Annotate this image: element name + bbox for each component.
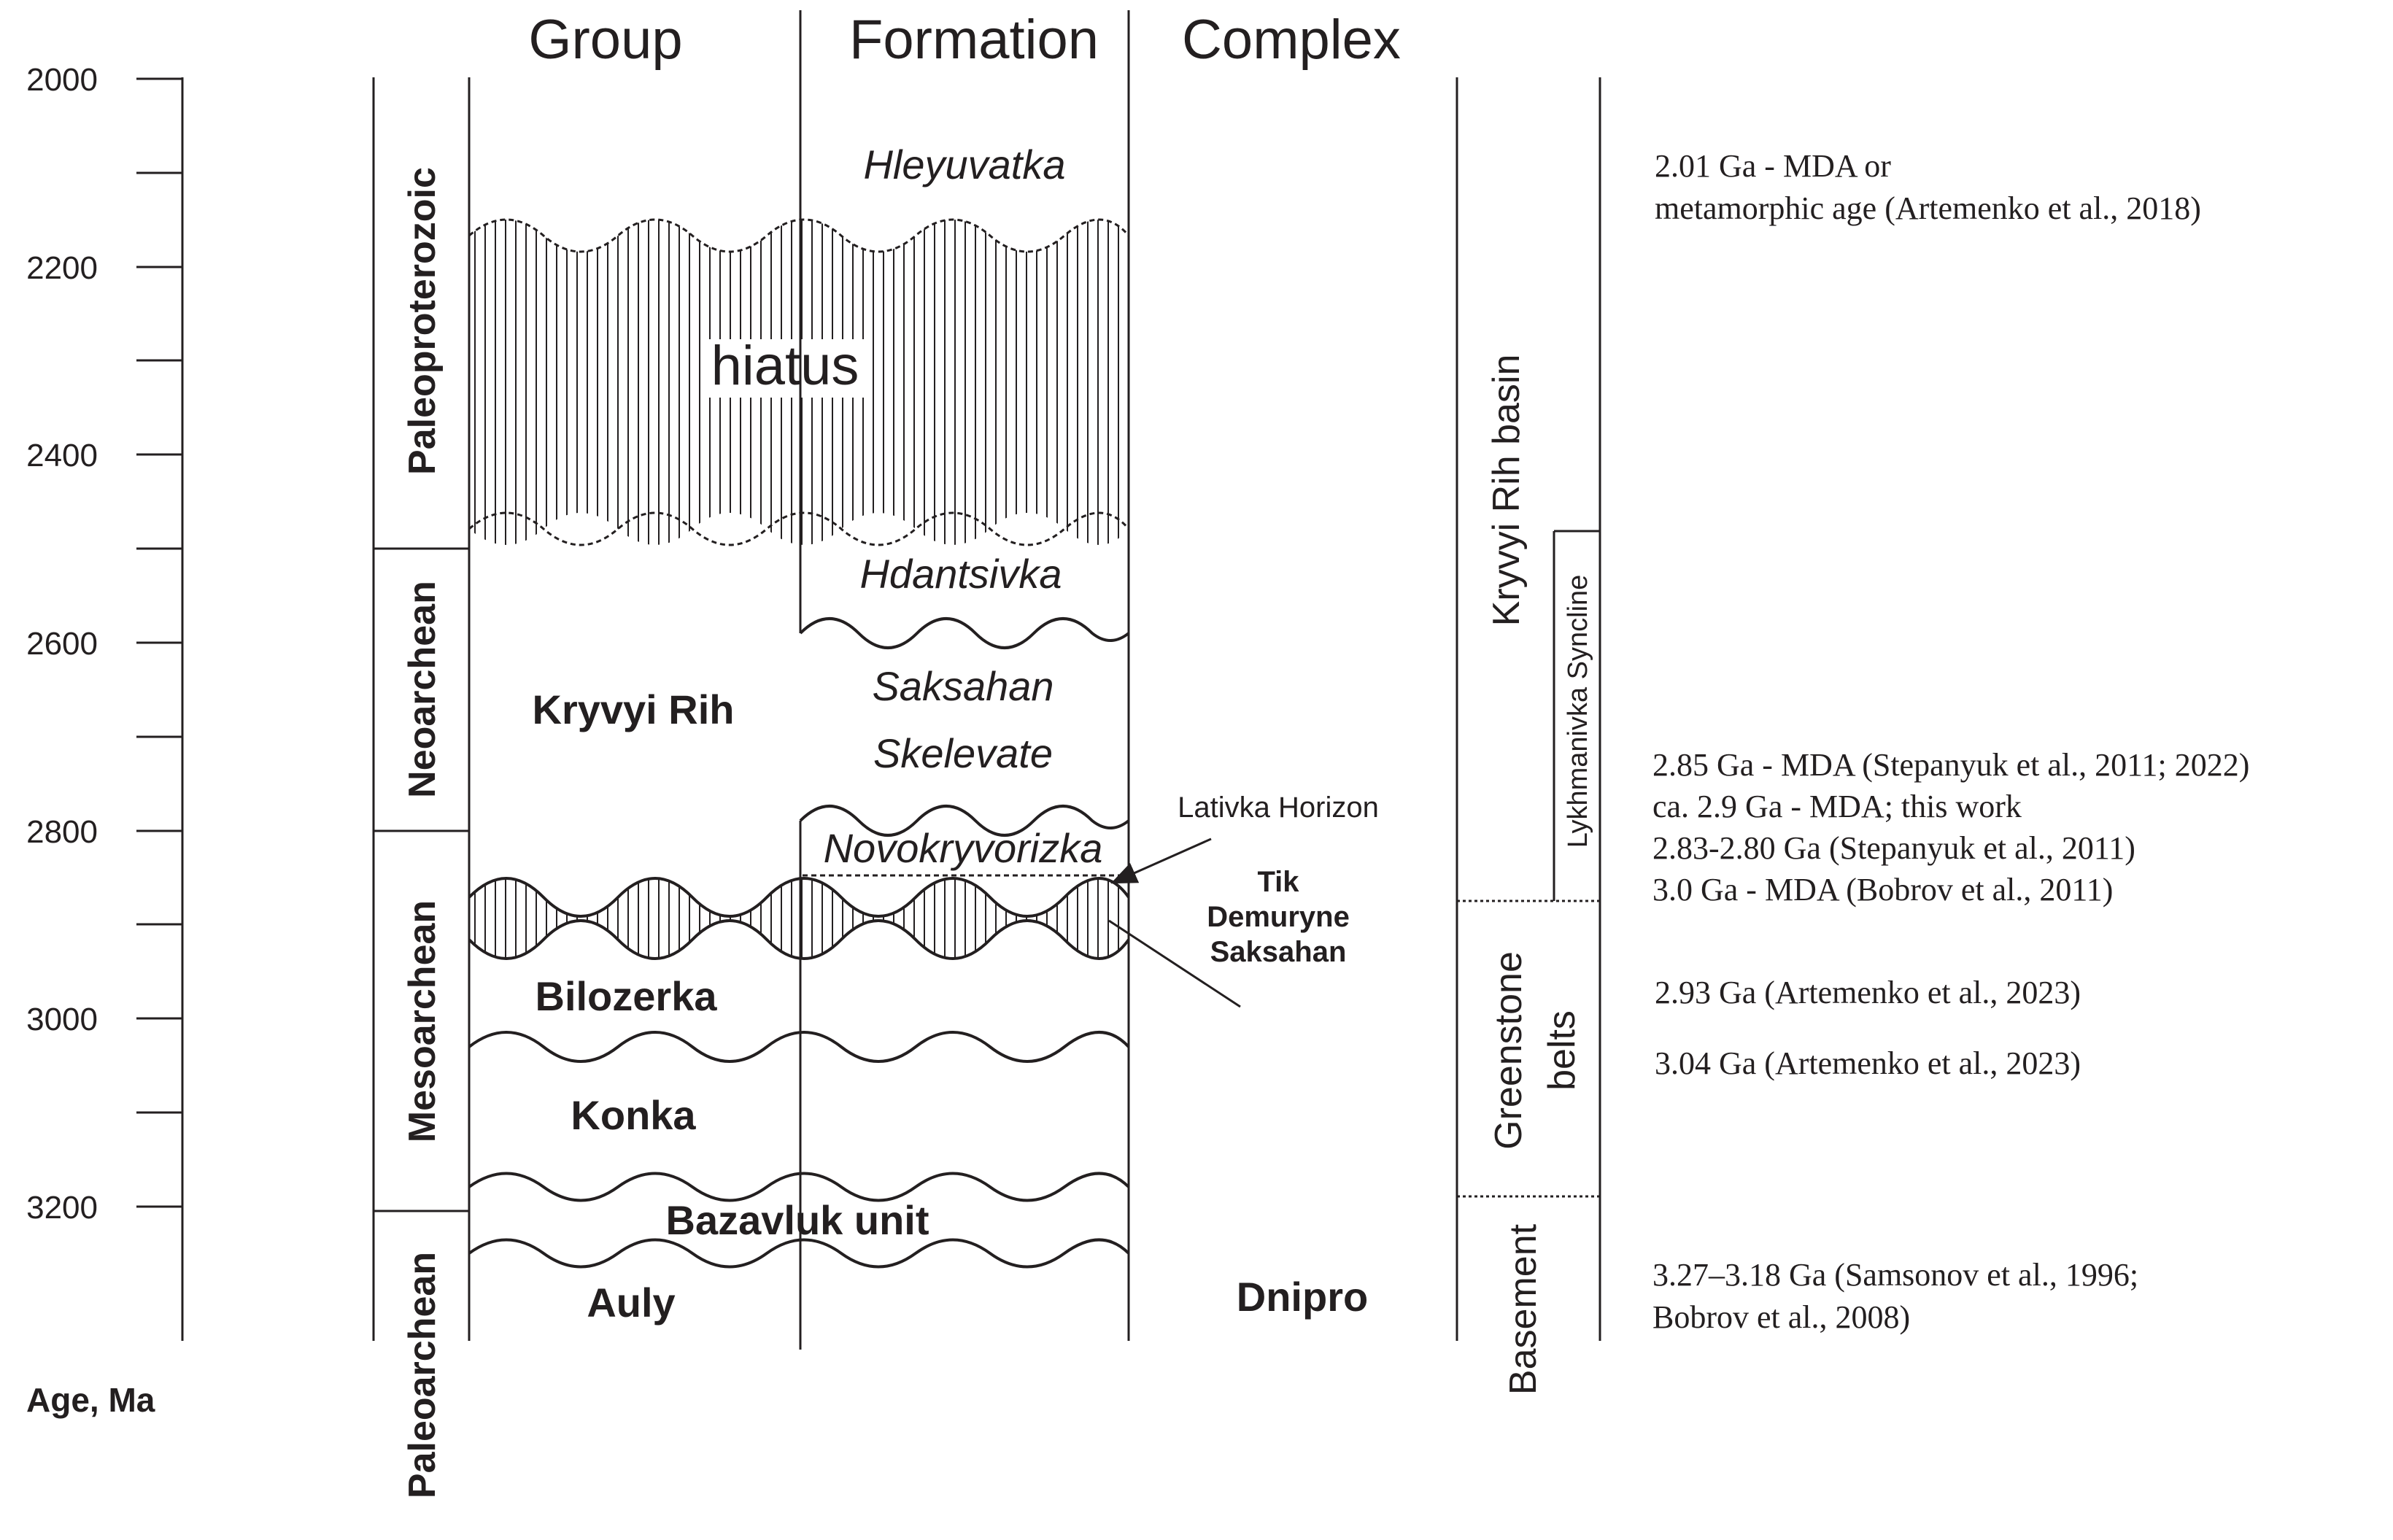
tick-label-2000: 2000: [26, 62, 98, 98]
tick-label-3000: 3000: [26, 1002, 98, 1037]
age-note-1-line1: 2.01 Ga - MDA or: [1655, 148, 1891, 184]
era-paleoproterozoic: Paleoproterozoic: [401, 167, 444, 475]
unconformity-konka: [468, 1172, 1130, 1202]
structure-lykhmanivka-syncline: Lykhmanivka Syncline: [1563, 575, 1593, 848]
structure-dotted-dividers: [1457, 899, 1600, 1198]
era-paleoarchean: Paleoarchean: [401, 1252, 444, 1498]
age-note-2: 2.85 Ga - MDA (Stepanyuk et al., 2011; 2…: [1652, 747, 2249, 783]
age-note-3: ca. 2.9 Ga - MDA; this work: [1652, 789, 2022, 824]
annotation-demuryne: Demuryne: [1207, 901, 1350, 933]
annotation-saksahan: Saksahan: [1210, 936, 1347, 968]
header-formation: Formation: [849, 9, 1099, 71]
age-note-7: 3.04 Ga (Artemenko et al., 2023): [1655, 1045, 2081, 1081]
age-note-6: 2.93 Ga (Artemenko et al., 2023): [1655, 975, 2081, 1010]
unconformity-hdantsivka: [799, 617, 1130, 649]
formation-skelevate: Skelevate: [873, 730, 1053, 776]
formation-hleyuvatka: Hleyuvatka: [863, 142, 1065, 187]
tik-leader-line: [1108, 919, 1241, 1008]
tick-label-2800: 2800: [26, 814, 98, 850]
hiatus-label: hiatus: [711, 335, 859, 397]
tick-label-3200: 3200: [26, 1190, 98, 1226]
group-konka: Konka: [571, 1092, 696, 1138]
tick-label-2200: 2200: [26, 250, 98, 286]
group-auly: Auly: [587, 1280, 675, 1326]
hiatus-label-bg: [702, 339, 868, 398]
column-dividers: [799, 10, 1601, 1350]
annotation-lativka-horizon: Lativka Horizon: [1178, 792, 1379, 824]
age-annotations: 2.01 Ga - MDA or metamorphic age (Arteme…: [1652, 148, 2249, 1335]
age-note-4: 2.83-2.80 Ga (Stepanyuk et al., 2011): [1652, 830, 2135, 866]
hiatus-band-lower: [469, 878, 1129, 959]
tick-label-2400: 2400: [26, 438, 98, 473]
header-group: Group: [528, 9, 682, 71]
unconformity-bazavluk: [468, 1238, 1130, 1269]
group-bilozerka: Bilozerka: [536, 973, 718, 1019]
formation-novokryvorizka: Novokryvorizka: [824, 825, 1103, 871]
lativka-arrow: [1110, 837, 1212, 884]
group-kryvyi-rih: Kryvyi Rih: [533, 686, 735, 732]
age-note-1-line2: metamorphic age (Artemenko et al., 2018): [1655, 190, 2201, 226]
annotation-tik: Tik: [1257, 866, 1299, 898]
formation-hdantsivka: Hdantsivka: [859, 551, 1062, 597]
formation-saksahan: Saksahan: [872, 663, 1054, 709]
age-note-8-line1: 3.27–3.18 Ga (Samsonov et al., 1996;: [1652, 1257, 2138, 1293]
group-bazavluk: Bazavluk unit: [666, 1197, 929, 1243]
age-note-5: 3.0 Ga - MDA (Bobrov et al., 2011): [1652, 872, 2113, 908]
age-note-8-line2: Bobrov et al., 2008): [1652, 1299, 1910, 1335]
age-axis: [136, 77, 184, 1341]
unconformity-skelevate: [799, 805, 1130, 837]
era-mesoarchean: Mesoarchean: [401, 900, 444, 1142]
tick-label-2600: 2600: [26, 626, 98, 662]
structure-basement: Basement: [1502, 1223, 1545, 1395]
structure-greenstone: Greenstone: [1488, 951, 1530, 1150]
age-tick-labels: 2000 2200 2400 2600 2800 3000 3200: [26, 62, 98, 1226]
structure-belts: belts: [1541, 1010, 1583, 1091]
axis-label: Age, Ma: [26, 1381, 155, 1419]
era-neoarchean: Neoarchean: [401, 581, 444, 798]
structure-kryvyi-rih-basin: Kryvyi Rih basin: [1485, 355, 1528, 627]
complex-dnipro: Dnipro: [1237, 1274, 1368, 1320]
header-complex: Complex: [1182, 9, 1401, 71]
unconformity-bilozerka: [468, 1031, 1130, 1063]
